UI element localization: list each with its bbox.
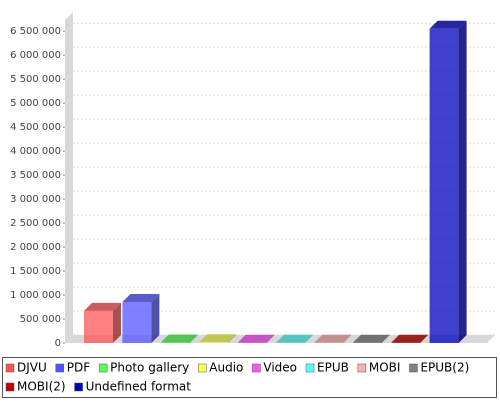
y-tick-label: 5 500 000	[10, 74, 61, 85]
legend-swatch	[306, 364, 314, 372]
legend-swatch	[56, 364, 64, 372]
bar-side	[459, 21, 467, 343]
legend-swatch	[6, 364, 14, 372]
legend-label: MOBI(2)	[17, 380, 66, 394]
left-wall	[65, 12, 73, 343]
legend-swatch	[358, 364, 366, 372]
legend-swatch	[6, 383, 14, 391]
y-tick-label: 1 500 000	[10, 266, 61, 277]
legend-swatch	[198, 364, 206, 372]
y-tick-label: 3 000 000	[10, 194, 61, 205]
legend-label: Video	[263, 361, 297, 375]
bar	[122, 302, 151, 343]
legend-label: PDF	[67, 361, 90, 375]
y-tick-label: 0	[55, 338, 61, 349]
y-tick-label: 3 500 000	[10, 170, 61, 181]
bar-side	[151, 294, 159, 343]
y-tick-label: 4 500 000	[10, 122, 61, 133]
legend-swatch	[75, 383, 83, 391]
y-tick-label: 4 000 000	[10, 146, 61, 157]
legend-label: EPUB	[317, 361, 349, 375]
y-tick-label: 2 000 000	[10, 242, 61, 253]
legend-label: Photo gallery	[110, 361, 189, 375]
legend-label: Audio	[209, 361, 243, 375]
legend-label: MOBI	[369, 361, 401, 375]
y-tick-label: 2 500 000	[10, 218, 61, 229]
legend-label: DJVU	[17, 361, 47, 375]
bar	[84, 311, 113, 343]
legend-swatch	[252, 364, 260, 372]
legend-label: Undefined format	[86, 380, 192, 394]
y-tick-label: 1 000 000	[10, 290, 61, 301]
y-tick-label: 6 500 000	[10, 26, 61, 37]
y-tick-label: 5 000 000	[10, 98, 61, 109]
bar	[430, 29, 459, 343]
bar	[199, 342, 228, 343]
legend-swatch	[409, 364, 417, 372]
legend-swatch	[99, 364, 107, 372]
y-tick-label: 6 000 000	[10, 50, 61, 61]
y-tick-label: 500 000	[20, 314, 61, 325]
legend: DJVU PDF Photo gallery Audio Video EPUB MOBI EP…	[3, 358, 497, 398]
legend-label: EPUB(2)	[420, 361, 469, 375]
